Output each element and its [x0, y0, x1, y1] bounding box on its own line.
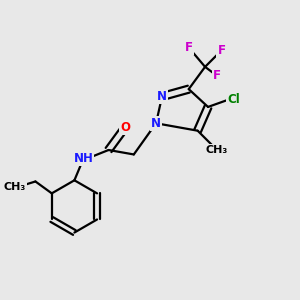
Text: O: O: [120, 121, 130, 134]
Text: F: F: [218, 44, 225, 57]
Text: CH₃: CH₃: [206, 145, 228, 155]
Text: Cl: Cl: [227, 93, 240, 106]
Text: N: N: [157, 90, 167, 103]
Text: N: N: [151, 117, 161, 130]
Text: F: F: [213, 69, 221, 82]
Text: F: F: [185, 41, 193, 54]
Text: NH: NH: [74, 152, 93, 165]
Text: CH₃: CH₃: [4, 182, 26, 192]
